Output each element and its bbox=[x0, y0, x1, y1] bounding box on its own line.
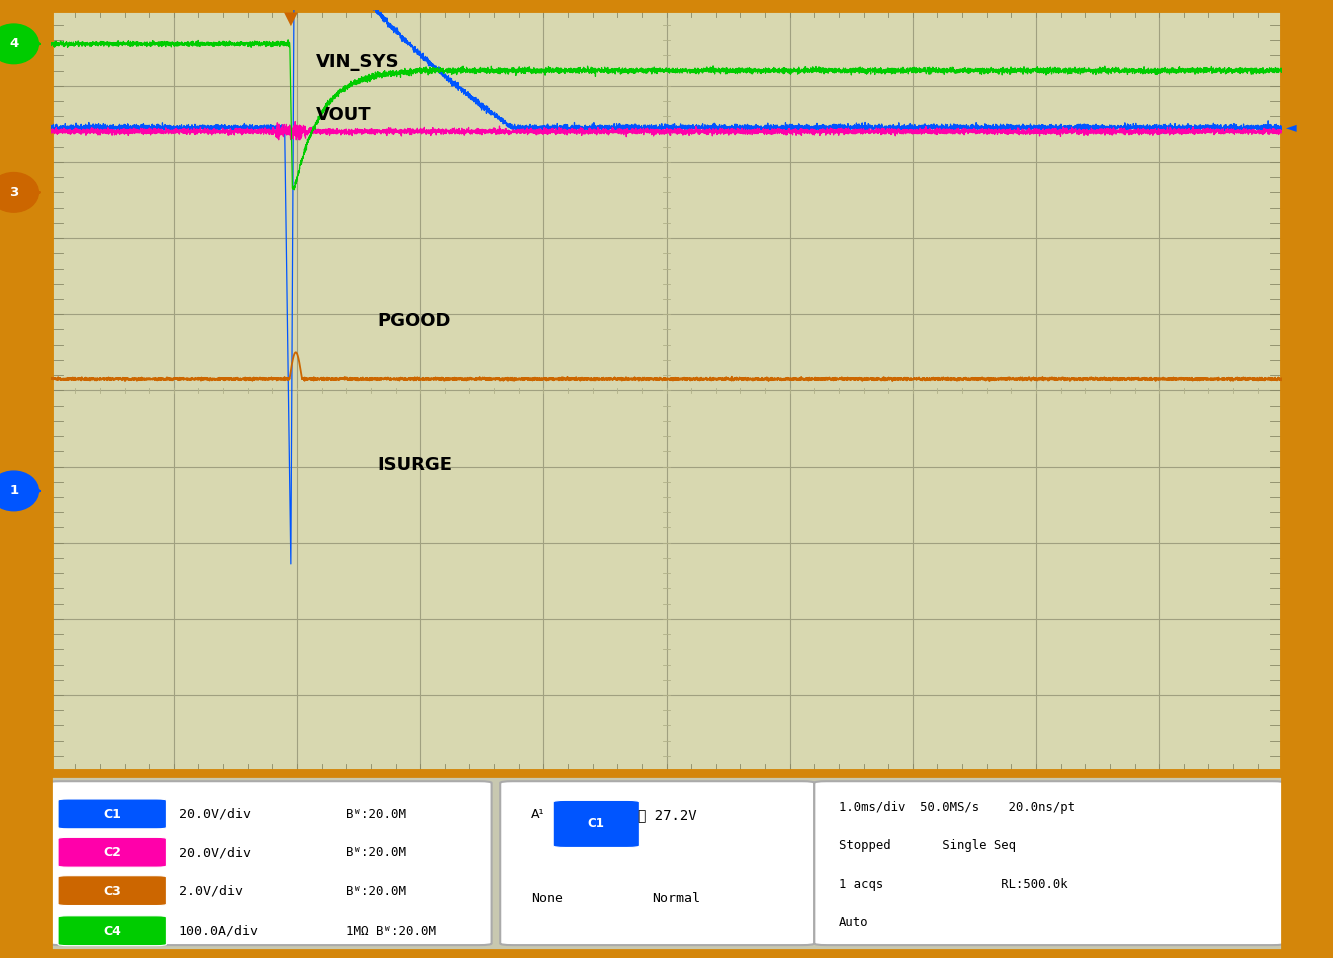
Text: C2: C2 bbox=[103, 846, 121, 859]
Ellipse shape bbox=[0, 24, 39, 63]
FancyBboxPatch shape bbox=[500, 781, 814, 946]
Text: 1MΩ Bᵂ:20.0M: 1MΩ Bᵂ:20.0M bbox=[347, 924, 436, 938]
Text: Normal: Normal bbox=[652, 892, 700, 904]
Text: C3: C3 bbox=[104, 884, 121, 898]
FancyBboxPatch shape bbox=[59, 876, 167, 905]
Text: Bᵂ:20.0M: Bᵂ:20.0M bbox=[347, 846, 407, 859]
Text: ◄: ◄ bbox=[1286, 121, 1297, 135]
FancyBboxPatch shape bbox=[59, 916, 167, 946]
FancyBboxPatch shape bbox=[59, 799, 167, 829]
Text: 3: 3 bbox=[9, 186, 19, 199]
Text: VIN_SYS: VIN_SYS bbox=[316, 53, 399, 71]
Text: Bᵂ:20.0M: Bᵂ:20.0M bbox=[347, 884, 407, 898]
Text: C1: C1 bbox=[588, 817, 605, 831]
Text: Stopped       Single Seq: Stopped Single Seq bbox=[838, 839, 1016, 853]
Text: ISURGE: ISURGE bbox=[377, 456, 452, 474]
Text: 1.0ms/div  50.0MS/s    20.0ns/pt: 1.0ms/div 50.0MS/s 20.0ns/pt bbox=[838, 801, 1074, 814]
Text: 100.0A/div: 100.0A/div bbox=[179, 924, 259, 938]
FancyBboxPatch shape bbox=[48, 781, 492, 946]
Text: 4: 4 bbox=[9, 37, 19, 51]
FancyBboxPatch shape bbox=[814, 781, 1285, 946]
Text: ▼: ▼ bbox=[284, 10, 297, 28]
Text: 2.0V/div: 2.0V/div bbox=[179, 884, 243, 898]
Text: 20.0V/div: 20.0V/div bbox=[179, 846, 251, 859]
FancyBboxPatch shape bbox=[553, 800, 640, 848]
Text: 20.0V/div: 20.0V/div bbox=[179, 808, 251, 821]
Text: None: None bbox=[531, 892, 563, 904]
Text: C1: C1 bbox=[103, 808, 121, 821]
Text: Bᵂ:20.0M: Bᵂ:20.0M bbox=[347, 808, 407, 821]
Text: PGOOD: PGOOD bbox=[377, 311, 451, 330]
Ellipse shape bbox=[0, 471, 39, 511]
Text: 1: 1 bbox=[9, 485, 19, 497]
Text: VOUT: VOUT bbox=[316, 106, 371, 124]
Ellipse shape bbox=[0, 172, 39, 212]
Text: ∯ 27.2V: ∯ 27.2V bbox=[639, 809, 697, 822]
Text: Auto: Auto bbox=[838, 916, 868, 929]
Text: 1 acqs                RL:500.0k: 1 acqs RL:500.0k bbox=[838, 878, 1068, 891]
Text: C4: C4 bbox=[103, 924, 121, 938]
FancyBboxPatch shape bbox=[59, 837, 167, 867]
Text: A¹: A¹ bbox=[531, 808, 544, 821]
